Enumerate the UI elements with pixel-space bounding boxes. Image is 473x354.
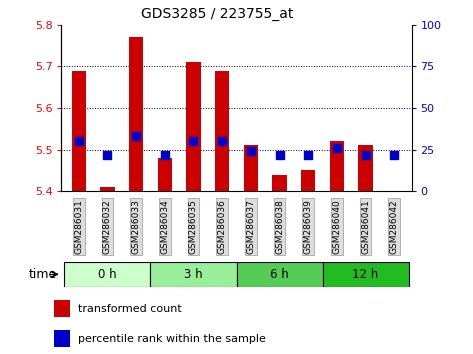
Bar [150, 262, 236, 287]
Text: GSM286040: GSM286040 [333, 199, 342, 254]
Bar [71, 70, 86, 191]
Bar [186, 62, 201, 191]
Text: 12 h: 12 h [352, 268, 379, 281]
Bar [244, 145, 258, 191]
Text: GSM286033: GSM286033 [131, 199, 140, 254]
Bar [272, 175, 287, 191]
Text: GSM286031: GSM286031 [74, 199, 83, 254]
Point [75, 138, 82, 144]
Bar [54, 300, 70, 317]
Point [132, 133, 140, 139]
Point [104, 152, 111, 158]
Bar [323, 262, 409, 287]
Text: GSM286041: GSM286041 [361, 199, 370, 254]
Bar [236, 262, 323, 287]
Point [190, 138, 197, 144]
Bar [330, 141, 344, 191]
Point [161, 152, 168, 158]
Text: GSM286039: GSM286039 [304, 199, 313, 254]
Point [391, 152, 398, 158]
Bar [129, 37, 143, 191]
Text: GSM286042: GSM286042 [390, 199, 399, 254]
Text: 3 h: 3 h [184, 268, 203, 281]
Point [305, 152, 312, 158]
Text: GSM286036: GSM286036 [218, 199, 227, 254]
Text: percentile rank within the sample: percentile rank within the sample [78, 334, 265, 344]
Text: 6 h: 6 h [270, 268, 289, 281]
Point [333, 145, 341, 151]
Point [362, 152, 369, 158]
Text: transformed count: transformed count [78, 304, 181, 314]
Bar [301, 170, 315, 191]
Text: GSM286034: GSM286034 [160, 199, 169, 254]
Bar [215, 70, 229, 191]
Point [219, 138, 226, 144]
Text: 0 h: 0 h [98, 268, 117, 281]
Text: GSM286032: GSM286032 [103, 199, 112, 254]
Bar [158, 158, 172, 191]
Bar [64, 262, 150, 287]
Text: GSM286035: GSM286035 [189, 199, 198, 254]
Text: GSM286037: GSM286037 [246, 199, 255, 254]
Bar [359, 145, 373, 191]
Text: GDS3285 / 223755_at: GDS3285 / 223755_at [141, 7, 294, 21]
Bar [54, 331, 70, 347]
Bar [100, 187, 114, 191]
Text: time: time [28, 268, 57, 281]
Point [247, 148, 254, 154]
Point [276, 152, 283, 158]
Text: GSM286038: GSM286038 [275, 199, 284, 254]
